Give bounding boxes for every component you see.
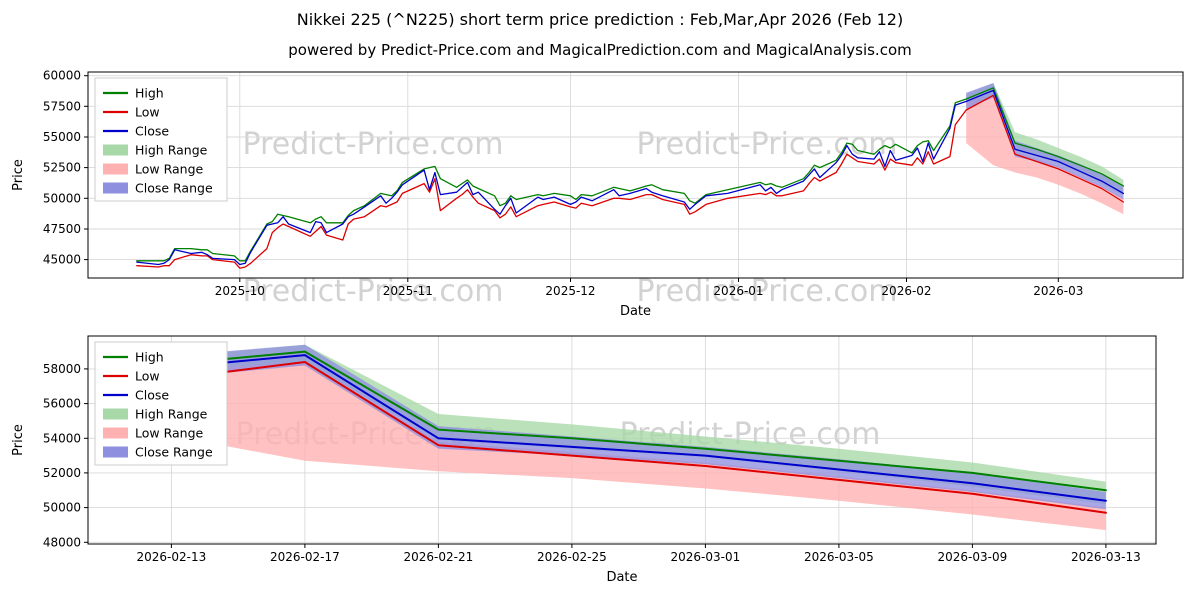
legend-patch-swatch (103, 427, 128, 439)
x-tick-label: 2026-03-13 (1071, 550, 1141, 564)
y-tick-label: 52500 (43, 161, 81, 175)
x-tick-label: 2026-02-17 (270, 550, 340, 564)
x-tick-label: 2026-03-05 (804, 550, 874, 564)
legend-patch-swatch (103, 182, 128, 194)
watermark-text: Predict-Price.com (243, 274, 504, 309)
watermark-text: Predict-Price.com (637, 127, 898, 162)
y-tick-label: 47500 (43, 222, 81, 236)
y-tick-label: 50000 (43, 191, 81, 205)
plot-border (87, 71, 1184, 279)
legend-label: Close (135, 388, 169, 403)
legend-patch-swatch (103, 446, 128, 458)
y-tick-label: 45000 (43, 253, 81, 267)
y-tick-label: 52000 (43, 466, 81, 480)
y-tick-label: 54000 (43, 431, 81, 445)
y-tick-label: 55000 (43, 130, 81, 144)
x-tick-label: 2026-02-21 (404, 550, 474, 564)
low-line (136, 94, 1125, 269)
close-line (137, 354, 1107, 502)
x-axis-label: Date (620, 304, 651, 319)
page-subtitle: powered by Predict-Price.com and Magical… (288, 41, 912, 59)
legend-label: High Range (135, 407, 208, 422)
page-title: Nikkei 225 (^N225) short term price pred… (296, 10, 904, 29)
legend-label: Close Range (135, 181, 213, 196)
legend-label: High Range (135, 143, 208, 158)
y-tick-label: 60000 (43, 69, 81, 83)
y-tick-label: 57500 (43, 99, 81, 113)
x-tick-label: 2025-12 (545, 284, 595, 298)
x-tick-label: 2026-02 (881, 284, 931, 298)
legend: High Low Close High Range Low Range Close Ran… (94, 77, 228, 202)
plot-border (87, 335, 1157, 545)
legend-label: Close Range (135, 445, 213, 460)
low-range-band (966, 95, 1124, 215)
legend-label: High (135, 86, 164, 101)
close-range-band (966, 83, 1124, 200)
legend-box (94, 77, 228, 202)
legend-patch-swatch (103, 163, 128, 175)
high-line (137, 350, 1107, 492)
legend-box (94, 341, 228, 466)
x-axis-label: Date (606, 570, 637, 585)
legend-label: Low (135, 105, 160, 120)
close-line (136, 89, 1125, 266)
high-line (136, 87, 1125, 262)
legend-label: Low Range (135, 426, 204, 441)
x-tick-label: 2026-01 (713, 284, 763, 298)
legend-label: Low Range (135, 162, 204, 177)
legend-patch-swatch (103, 408, 128, 420)
close-range-band (138, 344, 1106, 510)
x-tick-label: 2026-03-01 (671, 550, 741, 564)
y-tick-label: 56000 (43, 397, 81, 411)
watermark-text: Predict-Price.com (637, 274, 898, 309)
low-line (137, 361, 1107, 514)
legend: High Low Close High Range Low Range Close Ran… (94, 341, 228, 466)
watermark-text: Predict-Price.com (243, 127, 504, 162)
x-tick-label: 2026-03-09 (938, 550, 1008, 564)
y-axis-label: Price (11, 159, 26, 191)
x-tick-label: 2025-11 (383, 284, 433, 298)
x-tick-label: 2026-03 (1033, 284, 1083, 298)
forecast-zoom-chart: Predict-Price.comPredict-Price.com2026-0… (11, 335, 1157, 585)
legend-patch-swatch (103, 144, 128, 156)
overview-price-chart: Predict-Price.com Predict-Price.com Predic… (11, 69, 1184, 319)
y-tick-label: 58000 (43, 362, 81, 376)
legend-label: High (135, 350, 164, 365)
low-range-band (138, 362, 1106, 531)
y-tick-label: 48000 (43, 535, 81, 549)
x-tick-label: 2026-02-13 (137, 550, 207, 564)
legend-label: Close (135, 124, 169, 139)
y-tick-label: 50000 (43, 501, 81, 515)
y-axis-label: Price (11, 424, 26, 456)
x-tick-label: 2026-02-25 (537, 550, 607, 564)
x-tick-label: 2025-10 (215, 284, 265, 298)
legend-label: Low (135, 369, 160, 384)
